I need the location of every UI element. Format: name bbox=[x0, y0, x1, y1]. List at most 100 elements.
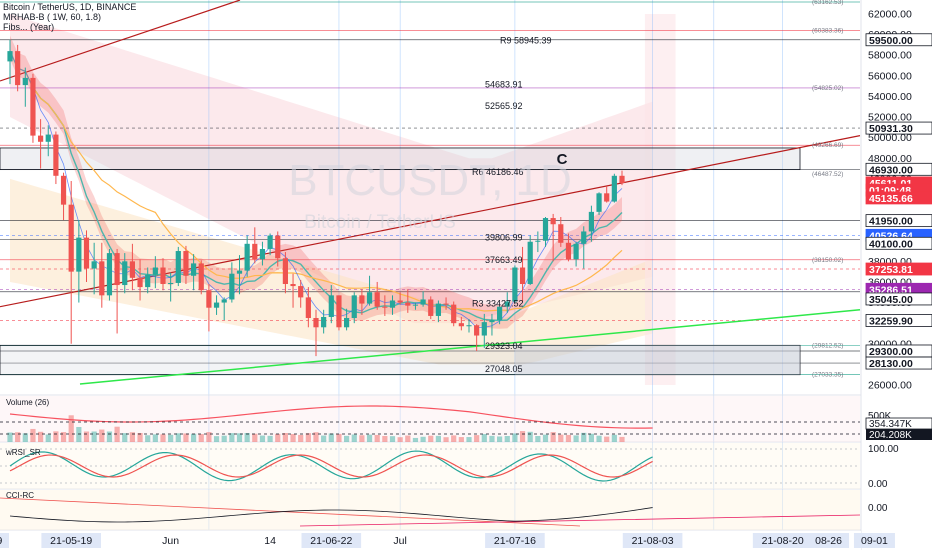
candle-body-71[interactable] bbox=[550, 218, 556, 225]
price-axis-fib-labels: (63162.53) (60383.36) (54825.02) (49266.69)… bbox=[812, 0, 843, 378]
candle-body-3[interactable] bbox=[30, 77, 36, 136]
wrsi-pane[interactable]: wRSI_SR bbox=[0, 443, 860, 489]
candle-body-79[interactable] bbox=[611, 175, 617, 202]
time-axis[interactable]: -09 21-05-19 Jun 14 21-06-22 Jul 21-07-16 21-08… bbox=[0, 531, 895, 550]
candle-body-59[interactable] bbox=[458, 323, 464, 327]
candle-body-38[interactable] bbox=[298, 286, 304, 298]
candle-body-49[interactable] bbox=[382, 306, 388, 308]
candle-body-16[interactable] bbox=[129, 261, 135, 278]
candle-body-74[interactable] bbox=[573, 243, 579, 260]
candle-body-19[interactable] bbox=[152, 267, 158, 275]
candle-body-62[interactable] bbox=[481, 322, 487, 336]
candle-body-36[interactable] bbox=[282, 258, 288, 285]
candle-body-26[interactable] bbox=[206, 290, 212, 308]
volume-bar-23 bbox=[183, 433, 189, 442]
candle-body-13[interactable] bbox=[106, 253, 113, 296]
candle-body-61[interactable] bbox=[474, 325, 480, 336]
candle-body-21[interactable] bbox=[168, 282, 174, 285]
candle-body-37[interactable] bbox=[290, 284, 296, 287]
candle-body-77[interactable] bbox=[596, 193, 602, 212]
candle-body-40[interactable] bbox=[313, 318, 319, 328]
candle-body-30[interactable] bbox=[236, 270, 243, 274]
candle-body-7[interactable] bbox=[60, 175, 67, 205]
candle-body-10[interactable] bbox=[83, 237, 90, 269]
volume-bar-20 bbox=[160, 434, 166, 442]
candle-body-67[interactable] bbox=[519, 267, 526, 285]
candle-body-51[interactable] bbox=[397, 300, 403, 303]
candle-body-75[interactable] bbox=[581, 231, 587, 244]
candle-body-58[interactable] bbox=[451, 304, 457, 324]
price-axis[interactable]: 62000.0060000.0058000.0056000.0054000.00… bbox=[812, 0, 932, 550]
time-label-6: 21-07-16 bbox=[494, 535, 536, 547]
candle-body-80[interactable] bbox=[619, 175, 625, 184]
candle-body-9[interactable] bbox=[76, 237, 82, 272]
candle-body-65[interactable] bbox=[504, 301, 510, 307]
candle-body-57[interactable] bbox=[443, 303, 449, 305]
candle-body-12[interactable] bbox=[99, 261, 105, 296]
candle-body-17[interactable] bbox=[137, 277, 143, 288]
candle-body-66[interactable] bbox=[512, 267, 518, 302]
candle-body-53[interactable] bbox=[412, 304, 419, 306]
candle-body-34[interactable] bbox=[267, 235, 273, 249]
candle-body-22[interactable] bbox=[175, 251, 181, 283]
candle-body-39[interactable] bbox=[305, 297, 311, 319]
candle-body-6[interactable] bbox=[53, 134, 59, 176]
candle-body-4[interactable] bbox=[38, 135, 44, 142]
candle-body-70[interactable] bbox=[542, 218, 549, 241]
candle-body-29[interactable] bbox=[229, 273, 235, 300]
candle-body-64[interactable] bbox=[497, 306, 503, 321]
candles[interactable] bbox=[7, 39, 625, 357]
candle-body-45[interactable] bbox=[351, 295, 357, 319]
candle-body-54[interactable] bbox=[420, 299, 426, 305]
volume-bar-44 bbox=[344, 435, 350, 442]
candle-body-48[interactable] bbox=[374, 292, 380, 307]
candle-body-15[interactable] bbox=[122, 261, 128, 286]
candle-body-0[interactable] bbox=[7, 51, 13, 62]
price-pane[interactable]: R9 58945.39 54683.91 52565.92 R6 46186.46 39… bbox=[0, 0, 861, 530]
candle-body-8[interactable] bbox=[68, 204, 74, 272]
candle-body-14[interactable] bbox=[114, 253, 120, 286]
candle-body-28[interactable] bbox=[221, 299, 227, 303]
volume-bar-30 bbox=[236, 433, 243, 442]
candle-body-35[interactable] bbox=[275, 235, 281, 259]
candle-body-27[interactable] bbox=[213, 302, 220, 308]
candle-body-76[interactable] bbox=[588, 211, 594, 232]
candle-body-20[interactable] bbox=[160, 267, 166, 285]
candle-body-43[interactable] bbox=[336, 295, 342, 328]
volume-badge-2: 204.208K bbox=[869, 430, 912, 441]
candle-body-47[interactable] bbox=[366, 292, 373, 304]
volume-bar-35 bbox=[275, 433, 281, 442]
candle-body-2[interactable] bbox=[22, 77, 28, 86]
candle-body-44[interactable] bbox=[344, 318, 350, 328]
candle-body-24[interactable] bbox=[191, 263, 197, 276]
candle-body-42[interactable] bbox=[328, 295, 334, 317]
price-badge-6: 41950.00 bbox=[869, 216, 913, 228]
candle-body-56[interactable] bbox=[435, 303, 441, 316]
candle-body-60[interactable] bbox=[466, 325, 472, 327]
candle-body-63[interactable] bbox=[489, 320, 495, 323]
candle-body-5[interactable] bbox=[45, 134, 51, 142]
candle-body-69[interactable] bbox=[535, 240, 541, 242]
candle-body-68[interactable] bbox=[527, 241, 533, 285]
candle-body-23[interactable] bbox=[183, 251, 189, 276]
candle-body-46[interactable] bbox=[359, 295, 365, 304]
candle-body-33[interactable] bbox=[259, 248, 266, 260]
candle-body-18[interactable] bbox=[145, 274, 151, 288]
candle-body-55[interactable] bbox=[428, 299, 434, 316]
candle-body-50[interactable] bbox=[389, 300, 396, 308]
candle-body-1[interactable] bbox=[15, 51, 21, 86]
candle-body-31[interactable] bbox=[244, 243, 250, 271]
volume-bar-45 bbox=[351, 434, 357, 442]
candle-body-73[interactable] bbox=[565, 242, 572, 260]
volume-pane[interactable]: Volume (26) bbox=[0, 396, 860, 442]
cci-pane[interactable]: CCI-RC bbox=[0, 490, 861, 530]
candle-body-41[interactable] bbox=[321, 316, 327, 328]
candle-body-32[interactable] bbox=[252, 243, 258, 260]
candle-body-52[interactable] bbox=[405, 302, 411, 306]
candle-body-78[interactable] bbox=[604, 193, 610, 202]
candle-body-11[interactable] bbox=[91, 261, 97, 269]
volume-bar-4 bbox=[38, 431, 44, 442]
candle-body-72[interactable] bbox=[558, 224, 564, 243]
candle-body-25[interactable] bbox=[198, 263, 204, 291]
